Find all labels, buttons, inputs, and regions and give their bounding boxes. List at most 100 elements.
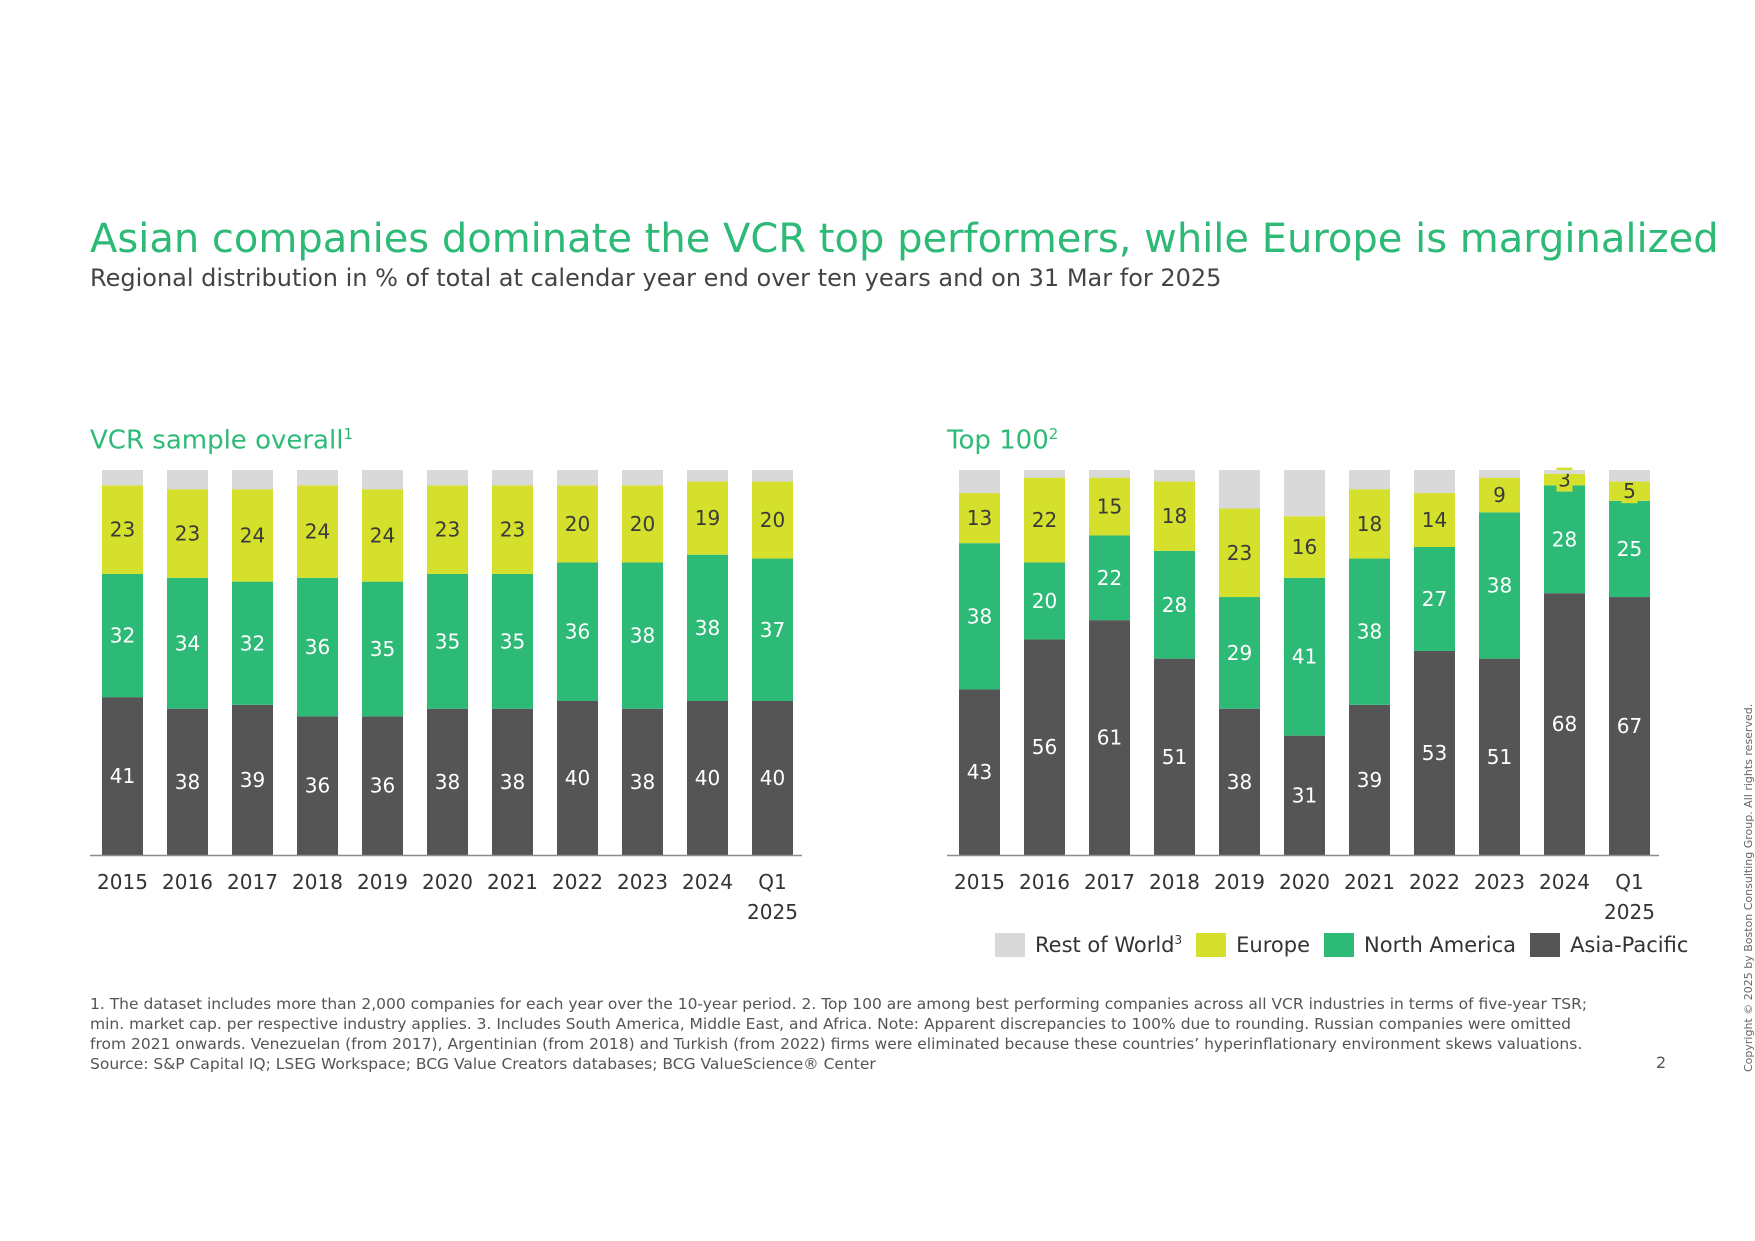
data-label-north-america-2022: 27 [1422,587,1447,611]
data-label-north-america-2019: 29 [1227,641,1252,665]
data-label-europe-2018: 18 [1162,504,1187,528]
x-tick-label-q1-2025: Q1 [758,870,786,894]
data-label-asia-pacific-2016: 56 [1032,735,1057,759]
data-label-asia-pacific-2023: 38 [630,770,655,794]
bar-rest-of-world-q1-2025 [1609,470,1650,482]
bar-asia-pacific-2023 [1479,658,1520,855]
bar-rest-of-world-2024 [1544,470,1585,474]
x-tick-label-2020: 2020 [1279,870,1330,894]
bar-europe-2015 [102,485,143,574]
bar-asia-pacific-2017 [232,704,273,855]
data-label-asia-pacific-q1-2025: 40 [760,766,785,790]
legend-label: Rest of World3 [1035,933,1183,957]
data-label-north-america-q1-2025: 37 [760,618,785,642]
data-label-asia-pacific-2017: 61 [1097,726,1122,750]
bar-europe-q1-2025 [752,481,793,559]
bar-north-america-2021 [1349,558,1390,705]
legend-label: Asia-Pacific [1570,933,1689,957]
x-tick-label-2015: 2015 [954,870,1005,894]
chart-title-top-100: Top 1002 [947,425,1058,456]
legend-item-north-america: North America [1324,933,1516,957]
bar-north-america-2016 [167,577,208,709]
bar-asia-pacific-2021 [1349,704,1390,855]
data-label-asia-pacific-2020: 31 [1292,783,1317,807]
bar-rest-of-world-2022 [1414,470,1455,494]
bar-north-america-2024 [1544,485,1585,594]
bar-europe-2022 [557,485,598,563]
bar-rest-of-world-2015 [959,470,1000,494]
bar-north-america-2022 [1414,547,1455,651]
data-label-europe-q1-2025: 20 [760,508,785,532]
data-label-north-america-2016: 34 [175,631,200,655]
data-label-europe-2019: 24 [370,523,395,547]
bar-rest-of-world-2016 [1024,470,1065,478]
data-label-europe-2019: 23 [1227,541,1252,565]
x-tick-label-2022: 2022 [1409,870,1460,894]
chart-legend: Rest of World3 Europe North America Asia… [995,933,1688,957]
bar-asia-pacific-2017 [1089,620,1130,855]
data-label-asia-pacific-2023: 51 [1487,745,1512,769]
data-label-north-america-2019: 35 [370,637,395,661]
chart-title-vcr-sample: VCR sample overall1 [90,425,353,456]
data-label-asia-pacific-2022: 40 [565,766,590,790]
bar-europe-2023 [1479,477,1520,513]
bar-north-america-2024 [687,554,728,701]
data-label-europe-2023: 9 [1493,483,1506,507]
chart-title-text: Top 100 [947,425,1049,456]
legend-swatch [1324,933,1355,957]
page-title: Asian companies dominate the VCR top per… [90,216,1719,262]
data-label-europe-2021: 18 [1357,512,1382,536]
x-tick-label-2018: 2018 [292,870,343,894]
bar-europe-2016 [1024,477,1065,563]
bar-europe-2021 [1349,489,1390,559]
bar-europe-2023 [622,485,663,563]
x-tick-label-2020: 2020 [422,870,473,894]
legend-swatch [1530,933,1561,957]
legend-label: Europe [1236,933,1311,957]
bar-north-america-2023 [1479,512,1520,659]
bar-europe-2020 [427,485,468,574]
bar-rest-of-world-2017 [232,470,273,490]
data-label-north-america-2015: 32 [110,624,135,648]
data-label-north-america-2021: 35 [500,629,525,653]
bar-north-america-2020 [1284,577,1325,736]
data-label-north-america-2018: 28 [1162,593,1187,617]
data-label-europe-2017: 24 [240,523,265,547]
data-label-europe-q1-2025: 5 [1623,479,1636,503]
x-tick-label-2022: 2022 [552,870,603,894]
bar-rest-of-world-2017 [1089,470,1130,478]
data-label-europe-2020: 23 [435,518,460,542]
x-tick-label-q1-2025: 2025 [1604,900,1655,924]
x-tick-label-2024: 2024 [682,870,733,894]
data-label-asia-pacific-2017: 39 [240,768,265,792]
bar-north-america-q1-2025 [1609,500,1650,598]
copyright-notice: Copyright © 2025 by Boston Consulting Gr… [1742,703,1755,1072]
data-label-north-america-2023: 38 [630,624,655,648]
bar-europe-2017 [1089,477,1130,536]
bar-europe-2017 [232,489,273,582]
bar-north-america-q1-2025 [752,558,793,701]
bar-north-america-2015 [102,573,143,698]
data-label-north-america-2017: 32 [240,631,265,655]
bar-rest-of-world-2019 [1219,470,1260,509]
x-tick-label-2021: 2021 [487,870,538,894]
bar-asia-pacific-2016 [1024,639,1065,855]
bar-europe-2024 [687,481,728,555]
bar-europe-2018 [1154,481,1195,551]
bar-asia-pacific-2024 [687,701,728,855]
bar-rest-of-world-2023 [1479,470,1520,478]
bar-europe-2022 [1414,493,1455,547]
bar-asia-pacific-q1-2025 [752,701,793,855]
bar-asia-pacific-q1-2025 [1609,597,1650,855]
bar-asia-pacific-2018 [297,716,338,855]
bar-europe-2020 [1284,516,1325,578]
data-label-north-america-2024: 28 [1552,527,1577,551]
x-tick-label-2023: 2023 [1474,870,1525,894]
data-label-europe-2016: 23 [175,522,200,546]
bar-europe-2019 [1219,508,1260,598]
bar-europe-2019 [362,489,403,582]
bar-rest-of-world-2018 [1154,470,1195,482]
data-label-north-america-2021: 38 [1357,620,1382,644]
data-label-north-america-2016: 20 [1032,589,1057,613]
data-label-europe-2016: 22 [1032,508,1057,532]
